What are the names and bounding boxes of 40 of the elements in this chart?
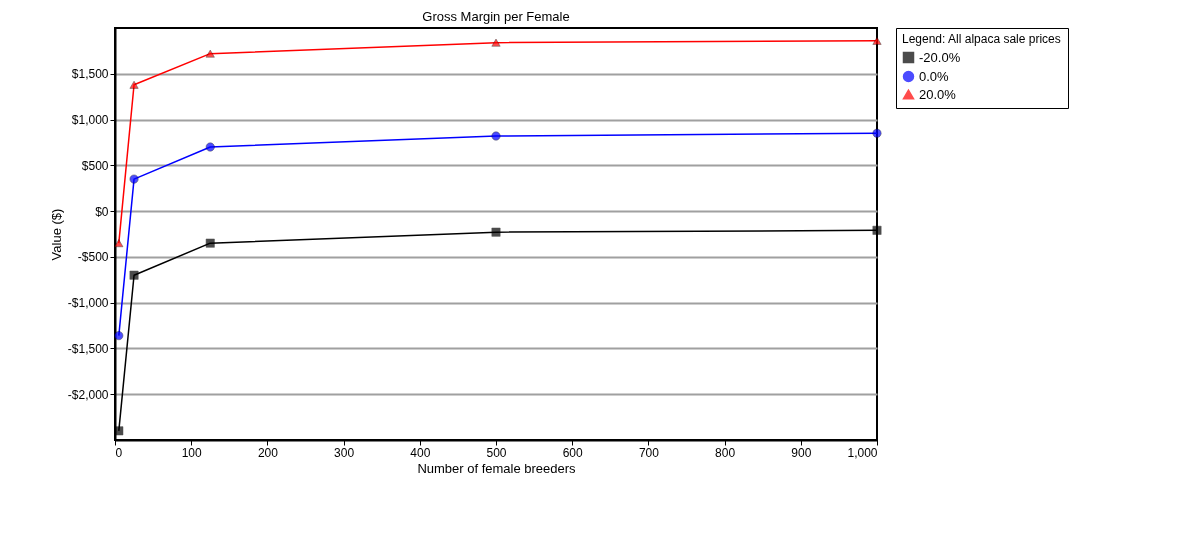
point <box>114 239 124 248</box>
y-tick-label: $1,000 <box>71 113 109 128</box>
point <box>205 238 215 248</box>
x-tick-label: 100 <box>181 445 203 460</box>
x-tick-label: 800 <box>715 445 736 460</box>
x-tick-label: 900 <box>791 445 812 460</box>
y-axis-title: Value ($) <box>48 208 64 261</box>
x-tick-label: 400 <box>410 445 431 460</box>
point <box>114 331 124 341</box>
y-tick-label: -$1,500 <box>67 341 109 356</box>
point <box>872 128 882 138</box>
legend-label: -20.0% <box>919 49 961 65</box>
y-tick-label: $500 <box>81 158 109 173</box>
point <box>205 142 215 152</box>
point <box>872 225 882 235</box>
legend-label: 20.0% <box>919 86 957 102</box>
point <box>491 227 501 237</box>
x-tick-label: 600 <box>562 445 584 460</box>
x-axis-title: Number of female breeders <box>417 460 577 476</box>
legend-title: Legend: All alpaca sale prices <box>902 32 1061 46</box>
point <box>129 270 139 280</box>
x-tick-label: 700 <box>638 445 660 460</box>
point <box>491 131 501 141</box>
x-tick-label: 500 <box>486 445 507 460</box>
point <box>129 174 139 184</box>
y-tick-label: $1,500 <box>71 67 109 82</box>
legend-label: 0.0% <box>919 68 950 84</box>
chart-title: Gross Margin per Female <box>422 8 570 24</box>
y-tick-label: -$2,000 <box>67 387 109 402</box>
x-tick-label: 300 <box>334 445 355 460</box>
x-tick-label: 0 <box>115 445 123 460</box>
point <box>129 80 139 89</box>
x-tick-label: 1,000 <box>847 445 878 460</box>
y-tick-label: -$1,000 <box>67 296 109 311</box>
x-tick-label: 200 <box>257 445 279 460</box>
point <box>872 36 882 45</box>
point <box>205 49 215 58</box>
y-tick-label: $0 <box>95 204 109 219</box>
y-tick-label: -$500 <box>77 250 109 265</box>
point <box>491 38 501 47</box>
